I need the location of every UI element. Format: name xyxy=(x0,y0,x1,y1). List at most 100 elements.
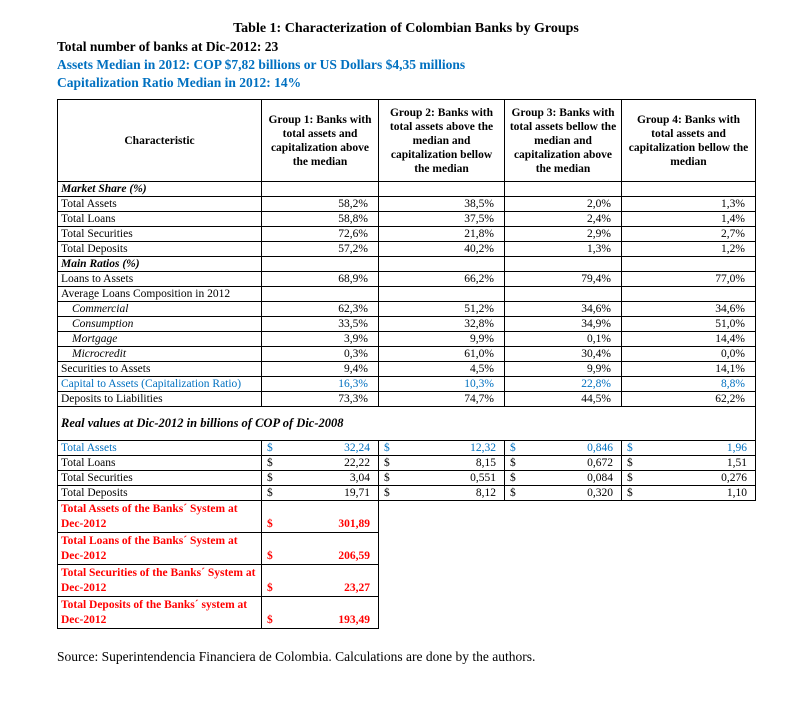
value-cell: 2,7% xyxy=(621,226,756,242)
row-label: Total Assets xyxy=(57,196,262,212)
value-cell: 44,5% xyxy=(504,391,622,407)
table-row-currency: Total Securities $3,04 $0,551 $0,084 $0,276 xyxy=(57,470,756,486)
row-label: Securities to Assets xyxy=(57,361,262,377)
currency-symbol: $ xyxy=(510,486,516,499)
value-cell: 0,3% xyxy=(261,346,379,362)
row-label: Total Securities xyxy=(57,470,262,486)
header-row: Characteristic Group 1: Banks with total … xyxy=(57,99,756,182)
row-label: Main Ratios (%) xyxy=(57,256,262,272)
empty-cell xyxy=(261,181,379,197)
row-label: Total Securities xyxy=(57,226,262,242)
empty-cell xyxy=(621,286,756,302)
row-label: Average Loans Composition in 2012 xyxy=(57,286,262,302)
value-cell: 22,8% xyxy=(504,376,622,392)
table-row-gap: Real values at Dic-2012 in billions of C… xyxy=(57,406,756,441)
currency-value: 0,276 xyxy=(721,471,747,484)
value-cell: 73,3% xyxy=(261,391,379,407)
empty-borderless-cell xyxy=(379,501,505,533)
currency-symbol: $ xyxy=(267,581,273,594)
currency-value: 19,71 xyxy=(344,486,370,499)
currency-value: 8,12 xyxy=(475,486,496,499)
currency-wrap: $8,15 xyxy=(384,457,496,470)
empty-cell xyxy=(504,181,622,197)
currency-cell: $0,551 xyxy=(378,470,505,486)
row-label: Consumption xyxy=(57,316,262,332)
value-cell: 3,9% xyxy=(261,331,379,347)
table-row-red: Total Securities of the Banks´ System at… xyxy=(57,564,756,597)
table-row-section: Market Share (%) xyxy=(57,181,756,197)
row-label: Total Deposits of the Banks´ system at D… xyxy=(57,596,262,629)
table-row-red: Total Deposits of the Banks´ system at D… xyxy=(57,596,756,629)
value-cell: 72,6% xyxy=(261,226,379,242)
value-cell: 62,2% xyxy=(621,391,756,407)
empty-borderless-cell xyxy=(379,597,505,629)
row-label: Market Share (%) xyxy=(57,181,262,197)
currency-wrap: $8,12 xyxy=(384,487,496,500)
empty-borderless-cell xyxy=(505,501,622,533)
table-row-section: Main Ratios (%) xyxy=(57,256,756,272)
currency-wrap: $0,320 xyxy=(510,487,613,500)
banks-count-line: Total number of banks at Dic-2012: 23 xyxy=(57,39,279,54)
table-row-percent: Loans to Assets 68,9% 66,2% 79,4% 77,0% xyxy=(57,271,756,287)
value-cell: 34,6% xyxy=(621,301,756,317)
value-cell: 30,4% xyxy=(504,346,622,362)
empty-cell xyxy=(261,256,379,272)
row-label: Commercial xyxy=(57,301,262,317)
value-cell: 33,5% xyxy=(261,316,379,332)
source-note: Source: Superintendencia Financiera de C… xyxy=(57,649,536,664)
value-cell: 32,8% xyxy=(378,316,505,332)
row-label: Loans to Assets xyxy=(57,271,262,287)
empty-cell xyxy=(621,181,756,197)
empty-borderless-cell xyxy=(622,597,756,629)
column-header-0: Characteristic xyxy=(57,99,262,182)
currency-cell: $32,24 xyxy=(261,440,379,456)
currency-symbol: $ xyxy=(267,486,273,499)
value-cell: 1,2% xyxy=(621,241,756,257)
empty-cell xyxy=(621,256,756,272)
row-label: Total Deposits xyxy=(57,485,262,501)
banks-characterization-table: Characteristic Group 1: Banks with total … xyxy=(57,99,756,629)
currency-value: 0,320 xyxy=(587,486,613,499)
value-cell: 2,0% xyxy=(504,196,622,212)
currency-wrap: $1,51 xyxy=(627,457,747,470)
currency-symbol: $ xyxy=(384,486,390,499)
section-title: Real values at Dic-2012 in billions of C… xyxy=(57,406,756,441)
empty-borderless-cell xyxy=(622,501,756,533)
currency-cell: $3,04 xyxy=(261,470,379,486)
row-label: Total Securities of the Banks´ System at… xyxy=(57,564,262,597)
table-row-percent: Total Deposits 57,2% 40,2% 1,3% 1,2% xyxy=(57,241,756,257)
currency-wrap: $206,59 xyxy=(267,549,370,564)
assets-median-line: Assets Median in 2012: COP $7,82 billion… xyxy=(57,57,466,72)
empty-borderless-cell xyxy=(505,597,622,629)
table-row-percent_italic: Microcredit 0,3% 61,0% 30,4% 0,0% xyxy=(57,346,756,362)
value-cell: 34,9% xyxy=(504,316,622,332)
empty-borderless-cell xyxy=(622,565,756,597)
table-caption: Table 1: Characterization of Colombian B… xyxy=(233,21,579,36)
currency-cell: $0,276 xyxy=(621,470,756,486)
table-row-percent: Total Assets 58,2% 38,5% 2,0% 1,3% xyxy=(57,196,756,212)
currency-symbol: $ xyxy=(267,471,273,484)
currency-wrap: $0,084 xyxy=(510,472,613,485)
currency-cell: $0,320 xyxy=(504,485,622,501)
value-cell: 14,1% xyxy=(621,361,756,377)
currency-value: 0,672 xyxy=(587,456,613,469)
empty-borderless-cell xyxy=(505,565,622,597)
row-label: Total Loans xyxy=(57,211,262,227)
table-row-percent: Securities to Assets 9,4% 4,5% 9,9% 14,1% xyxy=(57,361,756,377)
currency-wrap: $301,89 xyxy=(267,517,370,532)
value-cell: 21,8% xyxy=(378,226,505,242)
value-cell: 9,9% xyxy=(504,361,622,377)
table-row-plain: Average Loans Composition in 2012 xyxy=(57,286,756,302)
currency-symbol: $ xyxy=(267,456,273,469)
table-row-percent: Capital to Assets (Capitalization Ratio)… xyxy=(57,376,756,392)
currency-value: 193,49 xyxy=(338,613,370,626)
value-cell: 9,4% xyxy=(261,361,379,377)
row-label: Total Deposits xyxy=(57,241,262,257)
currency-value: 1,51 xyxy=(726,456,747,469)
table-row-percent_italic: Mortgage 3,9% 9,9% 0,1% 14,4% xyxy=(57,331,756,347)
column-header-2: Group 2: Banks with total assets above t… xyxy=(378,99,505,182)
currency-value: 301,89 xyxy=(338,517,370,530)
currency-value: 12,32 xyxy=(470,441,496,454)
value-cell: 68,9% xyxy=(261,271,379,287)
